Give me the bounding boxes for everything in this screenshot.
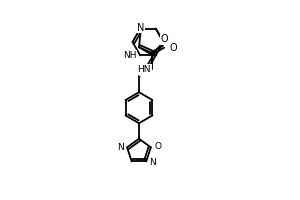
Text: HN: HN xyxy=(137,65,151,74)
Text: N: N xyxy=(117,143,124,152)
Text: O: O xyxy=(169,43,177,53)
Text: NH: NH xyxy=(123,51,136,60)
Text: O: O xyxy=(155,142,162,151)
Text: O: O xyxy=(140,66,148,76)
Text: N: N xyxy=(136,23,144,33)
Text: O: O xyxy=(161,34,168,44)
Text: N: N xyxy=(149,158,156,167)
